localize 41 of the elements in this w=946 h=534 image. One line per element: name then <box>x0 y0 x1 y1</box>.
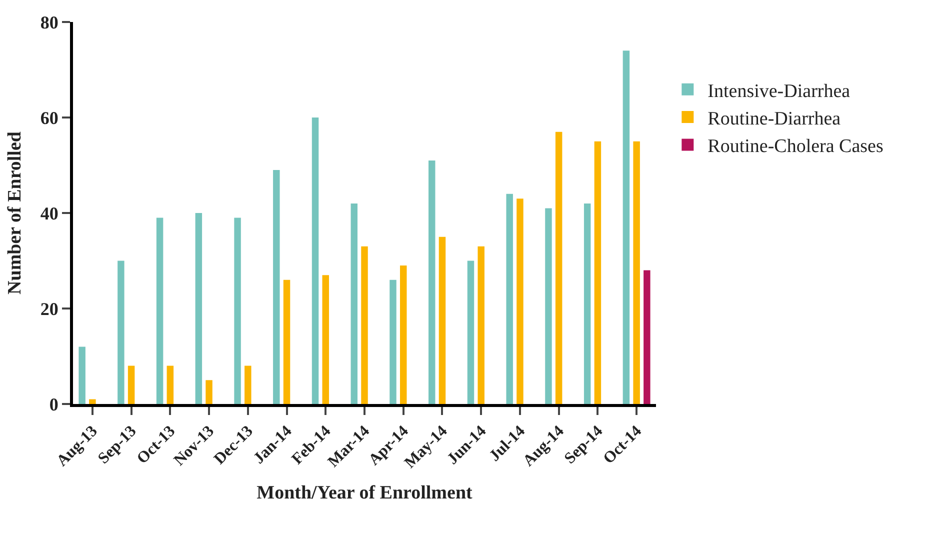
bar <box>273 170 280 404</box>
bar <box>390 280 396 404</box>
bar <box>438 236 446 404</box>
bar <box>545 208 552 404</box>
y-tick-label: 80 <box>40 12 58 32</box>
bar <box>361 246 368 404</box>
bar <box>516 198 524 404</box>
y-tick-label: 40 <box>40 203 58 224</box>
bar <box>322 275 329 404</box>
bar <box>89 399 96 404</box>
bar <box>584 203 591 404</box>
y-tick-label: 60 <box>40 108 58 128</box>
bar <box>622 50 630 404</box>
bar <box>156 218 164 404</box>
bar <box>506 194 513 404</box>
bar <box>644 270 650 404</box>
legend-label: Routine-Cholera Cases <box>708 136 884 158</box>
bar <box>166 366 174 404</box>
y-tick-label: 20 <box>40 298 58 319</box>
bar <box>400 266 407 404</box>
legend-label: Routine-Diarrhea <box>708 108 842 130</box>
legend-label: Intensive-Diarrhea <box>708 80 851 102</box>
y-axis-title: Number of Enrolled <box>4 131 26 294</box>
bar <box>478 246 484 404</box>
x-axis-title: Month/Year of Enrollment <box>256 482 474 504</box>
bar <box>283 280 290 404</box>
bar <box>118 260 124 404</box>
bar <box>555 132 562 404</box>
bar <box>206 380 212 404</box>
bar <box>312 118 319 404</box>
bar <box>633 141 640 404</box>
bar <box>350 203 358 404</box>
bar <box>428 160 436 404</box>
bar <box>195 213 202 404</box>
bar <box>594 141 602 404</box>
bar <box>78 346 86 404</box>
bar <box>234 218 241 404</box>
bar <box>128 366 135 404</box>
bar <box>467 260 474 404</box>
bar <box>244 366 252 404</box>
y-tick-label: 0 <box>49 394 58 414</box>
